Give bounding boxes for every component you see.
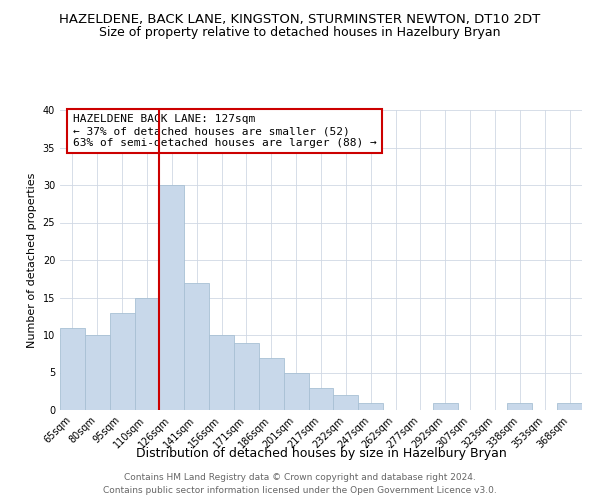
Bar (234, 342, 259, 410)
Bar (209, 335, 234, 410)
Bar (358, 402, 383, 410)
Bar (433, 402, 458, 410)
Bar (85, 335, 110, 410)
Text: Distribution of detached houses by size in Hazelbury Bryan: Distribution of detached houses by size … (136, 448, 506, 460)
Text: Contains public sector information licensed under the Open Government Licence v3: Contains public sector information licen… (103, 486, 497, 495)
Bar (308, 388, 334, 410)
Bar (334, 395, 358, 410)
Bar (557, 402, 582, 410)
Bar (60, 328, 85, 410)
Bar (134, 298, 160, 410)
Text: HAZELDENE, BACK LANE, KINGSTON, STURMINSTER NEWTON, DT10 2DT: HAZELDENE, BACK LANE, KINGSTON, STURMINS… (59, 12, 541, 26)
Bar (259, 358, 284, 410)
Bar (160, 185, 184, 410)
Bar (508, 402, 532, 410)
Bar (110, 312, 134, 410)
Text: HAZELDENE BACK LANE: 127sqm
← 37% of detached houses are smaller (52)
63% of sem: HAZELDENE BACK LANE: 127sqm ← 37% of det… (73, 114, 377, 148)
Y-axis label: Number of detached properties: Number of detached properties (27, 172, 37, 348)
Bar (184, 282, 209, 410)
Text: Contains HM Land Registry data © Crown copyright and database right 2024.: Contains HM Land Registry data © Crown c… (124, 472, 476, 482)
Bar (284, 372, 308, 410)
Text: Size of property relative to detached houses in Hazelbury Bryan: Size of property relative to detached ho… (99, 26, 501, 39)
